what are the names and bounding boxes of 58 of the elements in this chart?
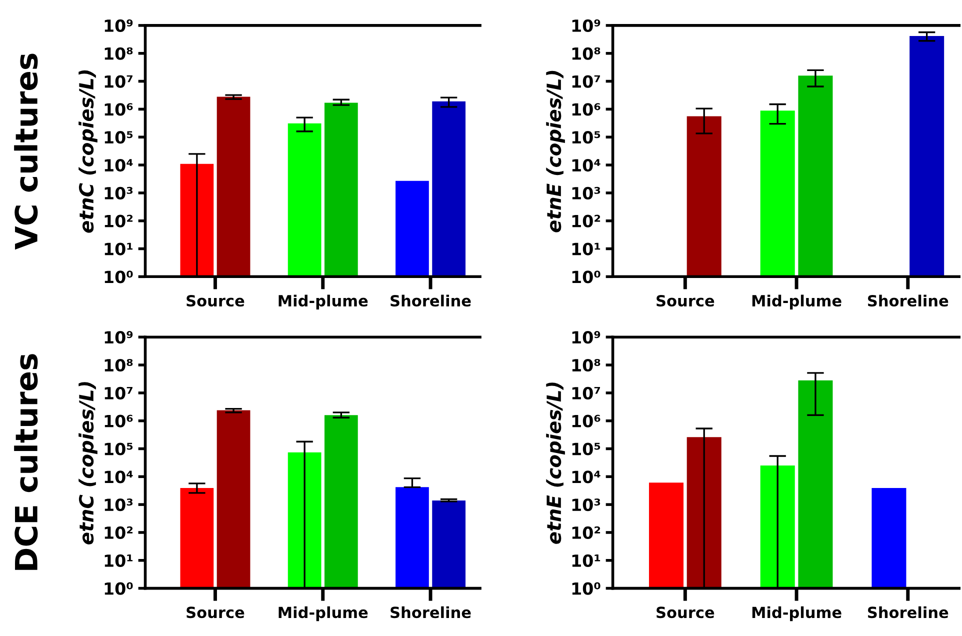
y-axis-title: etnC (copies/L) (78, 382, 98, 544)
y-tick-label: 10⁷ (104, 75, 132, 88)
y-tick-label: 10⁵ (572, 442, 600, 456)
text: DCE cultures (14, 354, 38, 570)
y-tick-label: 10⁰ (104, 582, 133, 595)
y-tick-label: 10³ (572, 186, 600, 200)
x-tick-label: Source (656, 294, 714, 307)
y-tick-label: 10¹ (572, 242, 600, 256)
y-tick-label: 10⁴ (572, 158, 600, 172)
y-tick-label: 10⁹ (572, 331, 600, 344)
y-tick-label: 10⁸ (572, 47, 600, 60)
x-tick-label: Shoreline (390, 294, 471, 307)
y-tick-label: 10⁵ (104, 442, 133, 456)
x-tick-label: Shoreline (390, 606, 471, 618)
y-tick-label: 10⁶ (104, 103, 133, 116)
y-tick-label: 10³ (572, 498, 600, 512)
y-tick-label: 10⁰ (572, 582, 600, 595)
y-tick-label: 10⁷ (572, 75, 600, 88)
y-axis-title: etnC (copies/L) (78, 70, 98, 233)
x-tick-label: Mid-plume (278, 606, 368, 622)
y-tick-label: 10⁶ (572, 414, 600, 428)
y-tick-label: 10⁴ (104, 470, 133, 484)
y-tick-label: 10⁹ (104, 19, 133, 32)
x-tick-label: Source (186, 294, 244, 307)
y-tick-label: 10⁷ (104, 386, 132, 400)
y-tick-label: 10⁵ (572, 131, 600, 144)
text: VC cultures (14, 54, 38, 250)
y-tick-label: 10⁵ (104, 131, 133, 144)
x-tick-label: Mid-plume (752, 606, 842, 622)
y-tick-label: 10³ (104, 186, 133, 200)
y-tick-label: 10⁶ (104, 414, 133, 428)
y-tick-label: 10¹ (104, 242, 133, 256)
y-tick-label: 10⁷ (572, 386, 600, 400)
y-tick-label: 10² (104, 526, 133, 540)
y-tick-label: 10² (572, 526, 600, 540)
y-tick-label: 10⁸ (104, 358, 133, 372)
y-tick-label: 10⁰ (104, 270, 133, 284)
y-tick-label: 10² (104, 214, 133, 228)
y-tick-label: 10⁸ (572, 358, 600, 372)
x-tick-label: Shoreline (868, 294, 948, 307)
x-tick-label: Mid-plume (752, 294, 842, 310)
x-tick-label: Source (186, 606, 244, 618)
y-tick-label: 10⁹ (104, 331, 133, 344)
y-tick-label: 10⁹ (572, 19, 600, 32)
y-tick-label: 10⁰ (572, 270, 600, 284)
y-axis-title: etnE (copies/L) (546, 70, 565, 232)
y-tick-label: 10¹ (572, 554, 600, 567)
y-tick-label: 10² (572, 214, 600, 228)
x-tick-label: Shoreline (868, 606, 948, 618)
x-tick-label: Mid-plume (278, 294, 368, 310)
y-tick-label: 10⁴ (572, 470, 600, 484)
y-axis-title: etnE (copies/L) (546, 382, 565, 544)
y-tick-label: 10³ (104, 498, 133, 512)
x-tick-label: Source (656, 606, 714, 618)
y-tick-label: 10⁴ (104, 158, 133, 172)
y-tick-label: 10¹ (104, 554, 133, 567)
y-tick-label: 10⁶ (572, 103, 600, 116)
y-tick-label: 10⁸ (104, 47, 133, 60)
